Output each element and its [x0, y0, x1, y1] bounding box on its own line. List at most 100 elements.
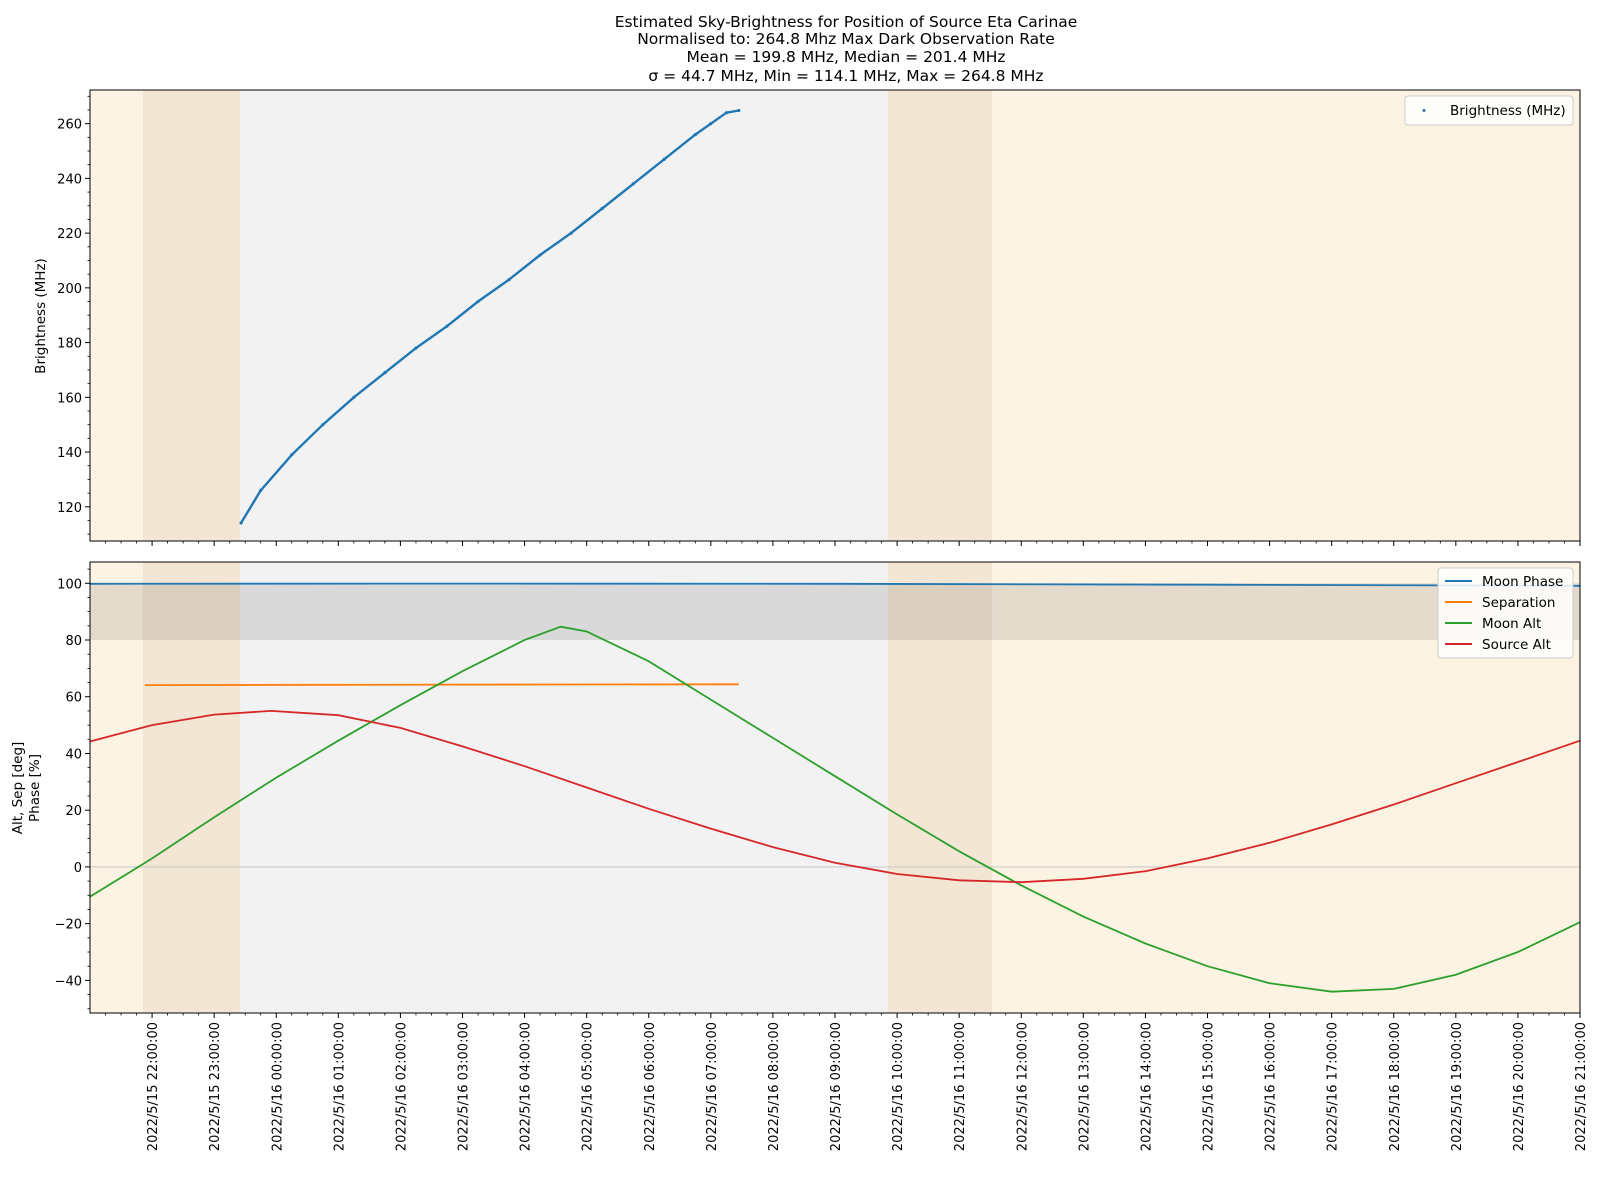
x-tick-label: 2022/5/16 01:00:00 [332, 1022, 347, 1151]
brightness-panel: 120 140 160 180 200 220 240 260 Brightness (MHz… [33, 89, 1581, 546]
brightness-panel-background [90, 90, 1580, 541]
brightness-y-tick-label: 120 [57, 501, 82, 516]
brightness-point [321, 423, 325, 427]
altitude-x-axis: 2022/5/15 22:00:00 2022/5/15 23:00:00 2022… [105, 1013, 1589, 1151]
altitude-y-tick-label: 40 [65, 747, 82, 762]
x-tick-label: 2022/5/16 16:00:00 [1264, 1022, 1279, 1151]
brightness-point [569, 231, 573, 235]
brightness-span-twilight [90, 90, 143, 541]
x-tick-label: 2022/5/16 19:00:00 [1450, 1022, 1465, 1151]
series-line-source-alt [89, 709, 1581, 884]
altitude-y-tick-label: 100 [57, 577, 82, 592]
series-line-separation [144, 683, 739, 686]
altitude-panel-frame [89, 561, 1581, 1014]
altitude-y-tick-label: 60 [65, 691, 82, 706]
brightness-point [476, 299, 480, 304]
x-tick-label: 2022/5/16 04:00:00 [519, 1022, 534, 1151]
altitude-y-label-line-2: Phase [%] [27, 754, 43, 822]
brightness-span-twilight_mid [887, 90, 993, 541]
brightness-point [383, 371, 387, 375]
brightness-point [662, 157, 666, 161]
altitude-y-tick-label: −20 [55, 918, 82, 933]
x-tick-label: 2022/5/16 00:00:00 [270, 1022, 285, 1151]
brightness-point [259, 488, 263, 492]
legend-label-source-alt: Source Alt [1482, 637, 1551, 653]
brightness-y-tick-label: 260 [57, 118, 82, 133]
x-tick-label: 2022/5/16 18:00:00 [1388, 1022, 1403, 1151]
brightness-point [414, 346, 418, 350]
brightness-point [724, 111, 728, 115]
series-line-moon-alt [89, 625, 1581, 993]
x-tick-label: 2022/5/16 07:00:00 [705, 1022, 720, 1151]
brightness-y-tick-label: 220 [57, 227, 82, 242]
x-tick-label: 2022/5/16 05:00:00 [581, 1022, 596, 1151]
altitude-y-axis: −40 −20 0 20 40 60 80 100 [55, 568, 90, 1010]
x-tick-label: 2022/5/16 11:00:00 [953, 1022, 968, 1151]
brightness-point [239, 521, 243, 525]
altitude-plot-area [89, 582, 1581, 993]
brightness-point [631, 182, 635, 186]
legend-label-separation: Separation [1482, 595, 1555, 611]
x-tick-label: 2022/5/15 22:00:00 [146, 1022, 161, 1151]
brightness-legend-label: Brightness (MHz) [1450, 103, 1566, 119]
brightness-point [600, 206, 604, 211]
x-tick-label: 2022/5/16 08:00:00 [767, 1022, 782, 1151]
series-line-moon-phase [89, 582, 1581, 587]
title-line-3: Mean = 199.8 MHz, Median = 201.4 MHz [686, 48, 1005, 66]
brightness-point [507, 278, 511, 282]
brightness-point [445, 324, 449, 328]
brightness-y-label: Brightness (MHz) [33, 258, 49, 374]
brightness-y-tick-label: 200 [57, 282, 82, 297]
x-tick-label: 2022/5/16 12:00:00 [1015, 1022, 1030, 1151]
brightness-span-twilight_mid [142, 90, 241, 541]
x-tick-label: 2022/5/16 13:00:00 [1077, 1022, 1092, 1151]
x-tick-label: 2022/5/16 14:00:00 [1139, 1022, 1154, 1151]
altitude-span-twilight_mid [142, 562, 241, 1013]
title-line-4: σ = 44.7 MHz, Min = 114.1 MHz, Max = 264… [648, 67, 1043, 85]
x-tick-label: 2022/5/16 02:00:00 [394, 1022, 409, 1151]
legend-label-moon-phase: Moon Phase [1482, 574, 1563, 590]
figure-title: Estimated Sky-Brightness for Position of… [615, 13, 1078, 85]
x-tick-label: 2022/5/16 17:00:00 [1326, 1022, 1341, 1151]
brightness-y-tick-label: 180 [57, 337, 82, 352]
x-tick-label: 2022/5/16 10:00:00 [891, 1022, 906, 1151]
brightness-span-twilight [992, 90, 1580, 541]
brightness-point [709, 122, 713, 126]
brightness-x-ticks [105, 541, 1581, 546]
brightness-legend-box [1404, 95, 1574, 126]
altitude-y-tick-label: 0 [74, 861, 82, 876]
brightness-panel-frame [89, 89, 1581, 542]
x-tick-label: 2022/5/15 23:00:00 [208, 1022, 223, 1151]
x-tick-label: 2022/5/16 03:00:00 [457, 1022, 472, 1151]
moon-phase-band [90, 583, 1580, 641]
brightness-plot-area [239, 108, 741, 525]
brightness-point [290, 453, 294, 457]
x-tick-label: 2022/5/16 20:00:00 [1512, 1022, 1527, 1151]
legend-label-moon-alt: Moon Alt [1482, 616, 1541, 632]
brightness-y-tick-label: 160 [57, 391, 82, 406]
brightness-y-axis: 120 140 160 180 200 220 240 260 [57, 95, 90, 535]
brightness-point [737, 108, 741, 113]
title-line-1: Estimated Sky-Brightness for Position of… [615, 13, 1078, 31]
x-tick-label: 2022/5/16 09:00:00 [829, 1022, 844, 1151]
x-tick-label: 2022/5/16 15:00:00 [1202, 1022, 1217, 1151]
x-tick-label: 2022/5/16 21:00:00 [1574, 1022, 1589, 1151]
altitude-span-twilight [90, 562, 143, 1013]
altitude-legend-box [1437, 567, 1574, 659]
brightness-point [538, 253, 542, 257]
brightness-y-tick-label: 140 [57, 446, 82, 461]
title-line-2: Normalised to: 264.8 Mhz Max Dark Observ… [637, 30, 1055, 48]
altitude-span-twilight_mid [887, 562, 993, 1013]
altitude-y-label-line-1: Alt, Sep [deg] [10, 742, 26, 835]
brightness-span-dark [240, 90, 888, 541]
brightness-point [352, 395, 356, 399]
x-tick-label: 2022/5/16 06:00:00 [643, 1022, 658, 1151]
altitude-span-dark [240, 562, 888, 1013]
brightness-legend-marker [1422, 109, 1426, 112]
altitude-y-tick-label: −40 [55, 974, 82, 989]
altitude-legend: Moon Phase Separation Moon Alt Source Alt [1437, 567, 1574, 659]
brightness-y-tick-label: 240 [57, 172, 82, 187]
altitude-y-tick-label: 80 [65, 634, 82, 649]
